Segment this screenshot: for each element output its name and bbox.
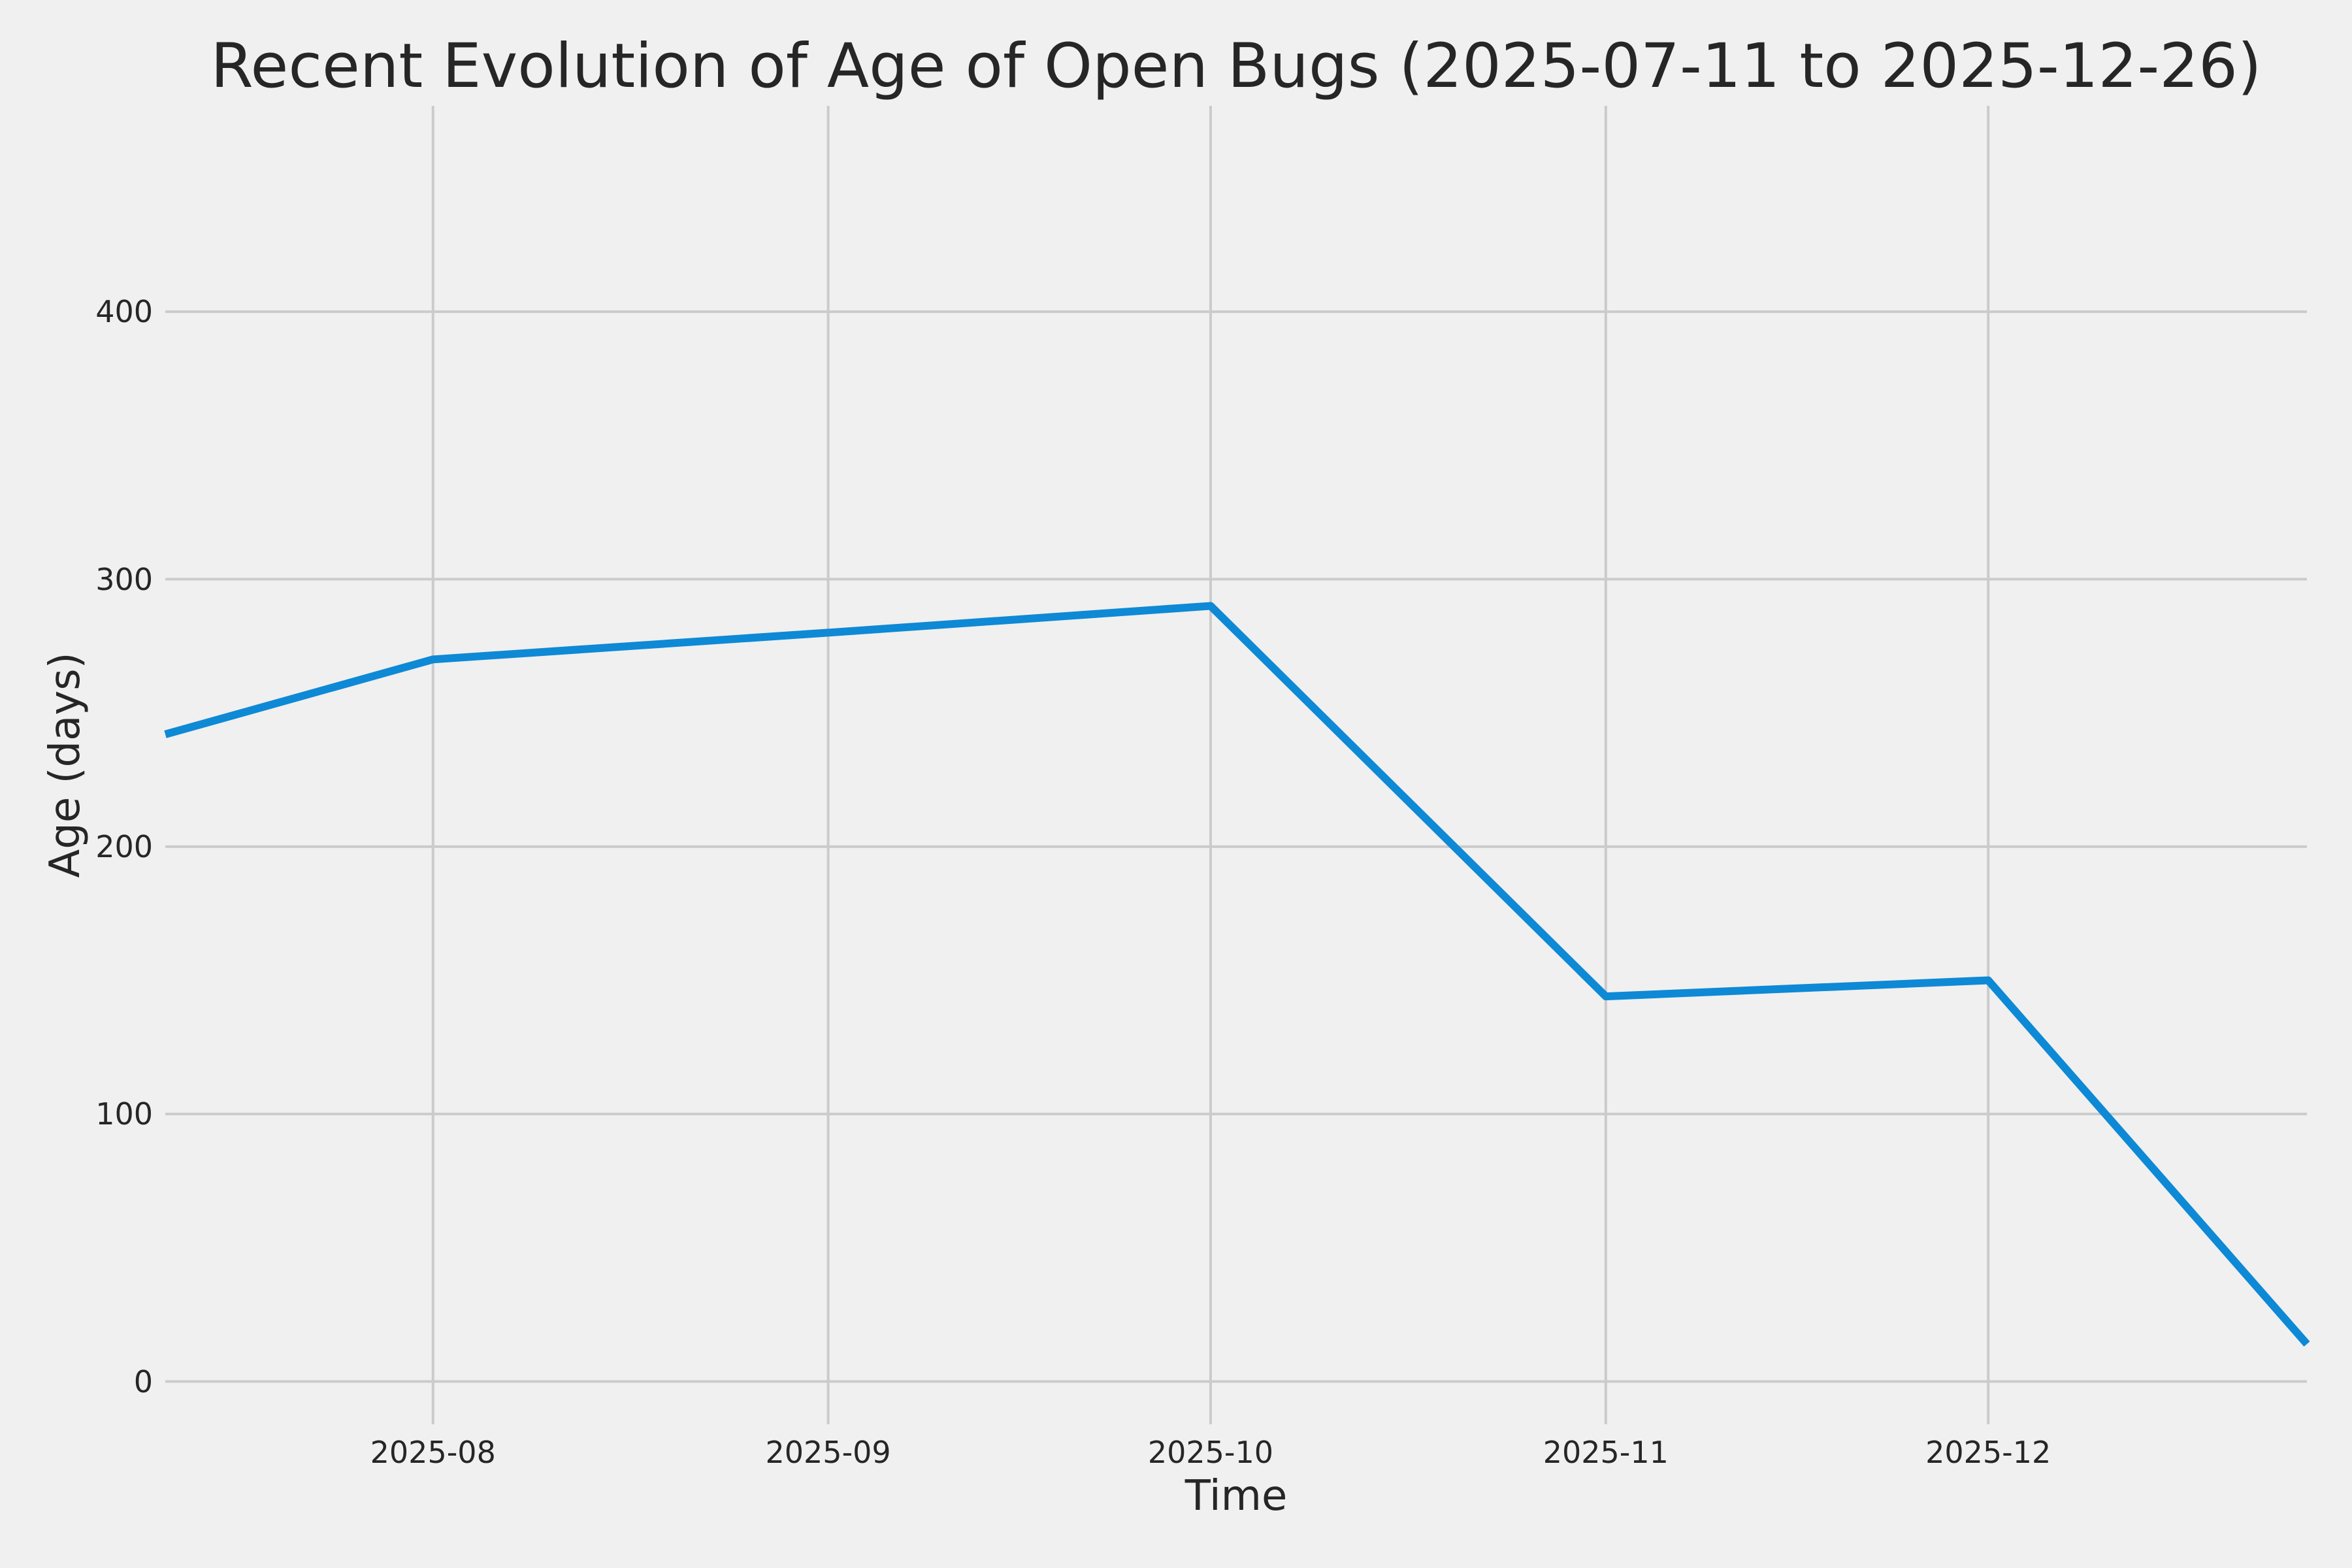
y-tick-label: 100	[95, 1096, 153, 1132]
x-axis-label: Time	[1184, 1472, 1288, 1520]
y-tick-label: 0	[133, 1364, 153, 1399]
age-of-open-bugs-line	[164, 602, 2310, 1347]
x-tick-label: 2025-10	[1147, 1435, 1274, 1470]
y-tick-label: 200	[95, 828, 153, 864]
chart-title: Recent Evolution of Age of Open Bugs (20…	[210, 31, 2262, 102]
x-tick-label: 2025-09	[765, 1435, 891, 1470]
x-tick-label: 2025-12	[1925, 1435, 2051, 1470]
x-tick-label: 2025-08	[370, 1435, 496, 1470]
series-group	[164, 602, 2310, 1347]
y-tick-label: 300	[95, 561, 153, 597]
gridlines	[165, 106, 2307, 1424]
x-tick-label: 2025-11	[1543, 1435, 1669, 1470]
y-tick-label: 400	[95, 294, 153, 330]
